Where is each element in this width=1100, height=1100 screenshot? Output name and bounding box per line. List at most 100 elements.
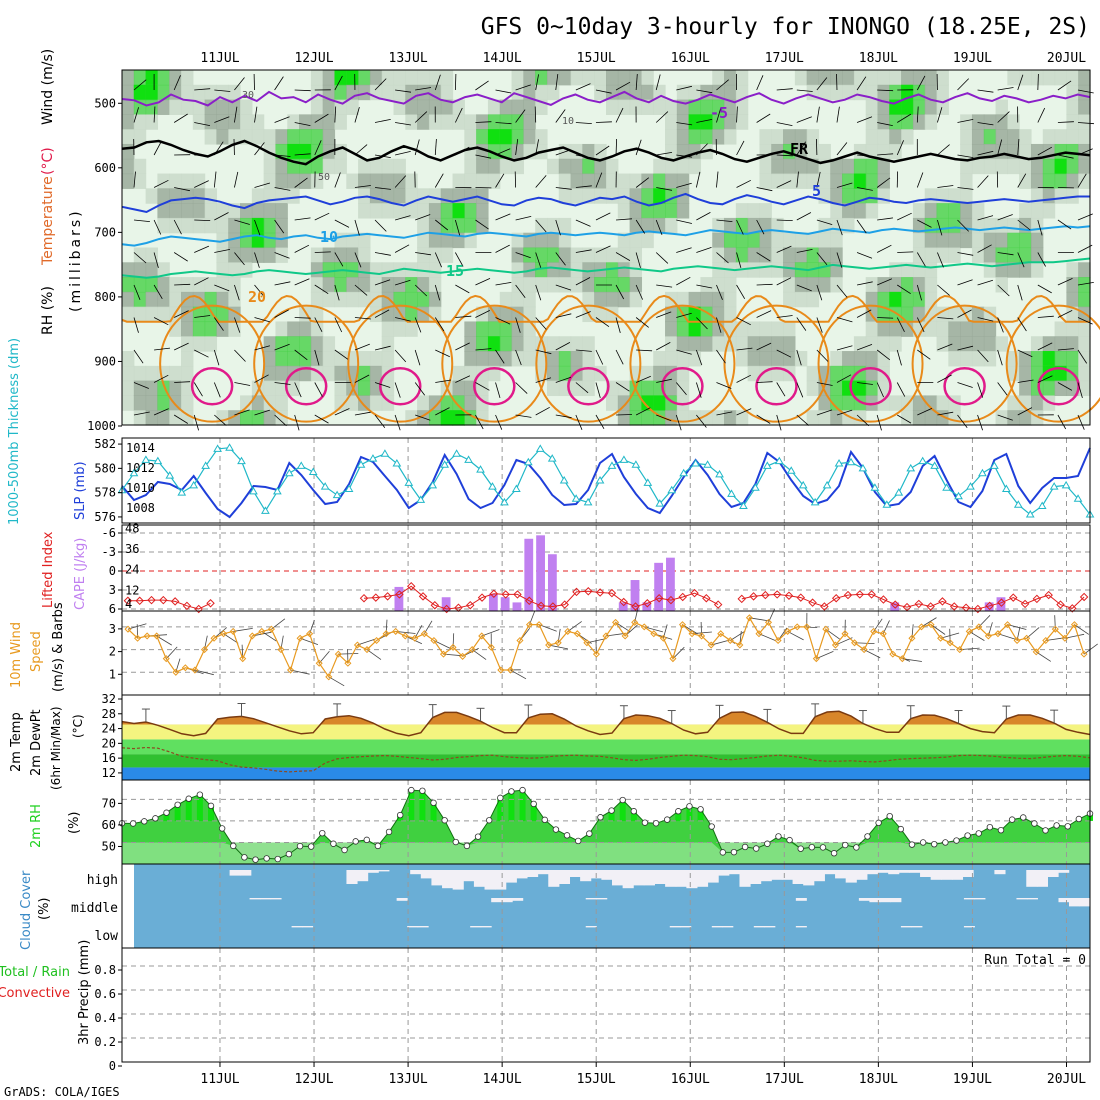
thickness-marker — [774, 456, 784, 465]
wind-barb — [173, 219, 182, 235]
rh-cell — [712, 262, 725, 278]
rh-cell — [428, 247, 442, 263]
wind-barb — [234, 284, 240, 301]
rh-cell — [169, 365, 182, 382]
rh-cell — [641, 410, 654, 426]
wind-barb-10m — [1026, 627, 1040, 639]
temperature-label-text: Temperature — [40, 176, 56, 266]
rh-cell — [228, 217, 241, 234]
lifted-index-marker — [938, 597, 947, 606]
rh-cell — [830, 380, 843, 397]
rh-cell — [1019, 143, 1032, 160]
cloud-cell-middle — [596, 898, 608, 900]
wind-barb — [575, 277, 591, 286]
wind-barb — [776, 315, 793, 318]
rh-cell — [334, 114, 347, 130]
rh-cell — [641, 380, 654, 397]
lifted-index-marker — [489, 589, 499, 599]
wind-barb — [1077, 89, 1094, 94]
cloud-cell-high — [750, 870, 762, 884]
rh-cell-high — [688, 114, 702, 130]
rh-marker — [641, 819, 649, 826]
rh-marker — [1020, 814, 1027, 821]
rh-cell — [960, 114, 973, 130]
rh-high-fill — [675, 811, 682, 821]
rh-cell — [995, 217, 1008, 234]
rh-cell — [558, 188, 572, 204]
rh-cell — [310, 247, 324, 263]
rh-marker — [864, 833, 871, 840]
rh-cell — [405, 99, 418, 115]
rh-cell — [747, 232, 761, 249]
rh-cell-high — [452, 203, 465, 219]
wind-speed-marker — [640, 623, 648, 631]
wind-speed-marker — [812, 655, 820, 663]
thickness-marker — [559, 476, 569, 484]
rh-cell — [570, 380, 583, 397]
wind-barb — [395, 151, 411, 156]
rh-cell — [487, 99, 501, 115]
rh-cell — [369, 262, 383, 278]
wind-barb — [997, 349, 1003, 366]
thickness-marker — [966, 482, 975, 490]
rh-cell — [192, 217, 206, 234]
lifted-index-marker — [536, 601, 546, 611]
wind-barb — [515, 382, 528, 394]
thickness-marker — [523, 457, 533, 466]
thickness-marker — [703, 460, 712, 468]
rh-cell — [794, 158, 808, 175]
wind-speed-marker — [707, 641, 715, 649]
rh-cell — [629, 277, 643, 293]
rh-cell — [535, 277, 548, 293]
rh-cell — [535, 84, 548, 101]
rh-cell — [417, 99, 430, 115]
thickness-marker — [165, 471, 175, 479]
wind-barb — [395, 89, 412, 93]
wind-barb — [234, 77, 245, 91]
rh-cell — [936, 70, 949, 86]
rh-cell — [405, 114, 418, 130]
tick-label: 800 — [94, 290, 116, 304]
rh-cell — [169, 410, 182, 426]
rh-marker — [753, 845, 760, 852]
wind-barb — [635, 73, 638, 91]
rh-cell — [936, 84, 949, 101]
bottom-date-label: 15JUL — [577, 1072, 616, 1087]
rh-cell — [204, 114, 218, 130]
rh-cell — [877, 99, 890, 115]
rh-cell — [1019, 395, 1032, 411]
rh-cell — [1066, 99, 1079, 115]
wind-barb — [856, 309, 872, 318]
wind-barb — [896, 317, 905, 332]
rh-marker — [1053, 822, 1060, 829]
rh-cell — [405, 321, 418, 337]
wind-barb — [334, 317, 343, 333]
lifted-index-marker — [867, 590, 876, 599]
wind-barb — [615, 81, 631, 91]
rh-cell — [971, 351, 985, 367]
rh-cell — [275, 129, 288, 145]
rh-cell — [960, 129, 973, 145]
wind-barb — [394, 414, 401, 431]
wind-barb — [876, 177, 891, 188]
wind-barb — [796, 249, 813, 253]
rh-marker — [252, 856, 259, 863]
wind-barb — [635, 407, 651, 416]
wind-barb — [696, 349, 703, 366]
rh-cell — [735, 114, 749, 130]
rh-cell — [924, 277, 938, 293]
rh-cell — [877, 173, 890, 189]
wind-barb — [595, 245, 611, 253]
rh-cell — [476, 351, 489, 367]
thickness-marker — [416, 495, 426, 503]
rh-cell — [735, 203, 749, 219]
rh-cell — [735, 99, 749, 115]
rh-cell — [122, 306, 135, 323]
wind-barb — [716, 284, 723, 300]
rh-cell — [1030, 143, 1044, 160]
wind-barb-10m — [156, 635, 173, 646]
wind-speed-marker — [870, 627, 878, 635]
cloud-cell-middle — [879, 898, 891, 903]
wind-barb — [535, 252, 542, 268]
cloud-cell-middle — [501, 898, 513, 903]
